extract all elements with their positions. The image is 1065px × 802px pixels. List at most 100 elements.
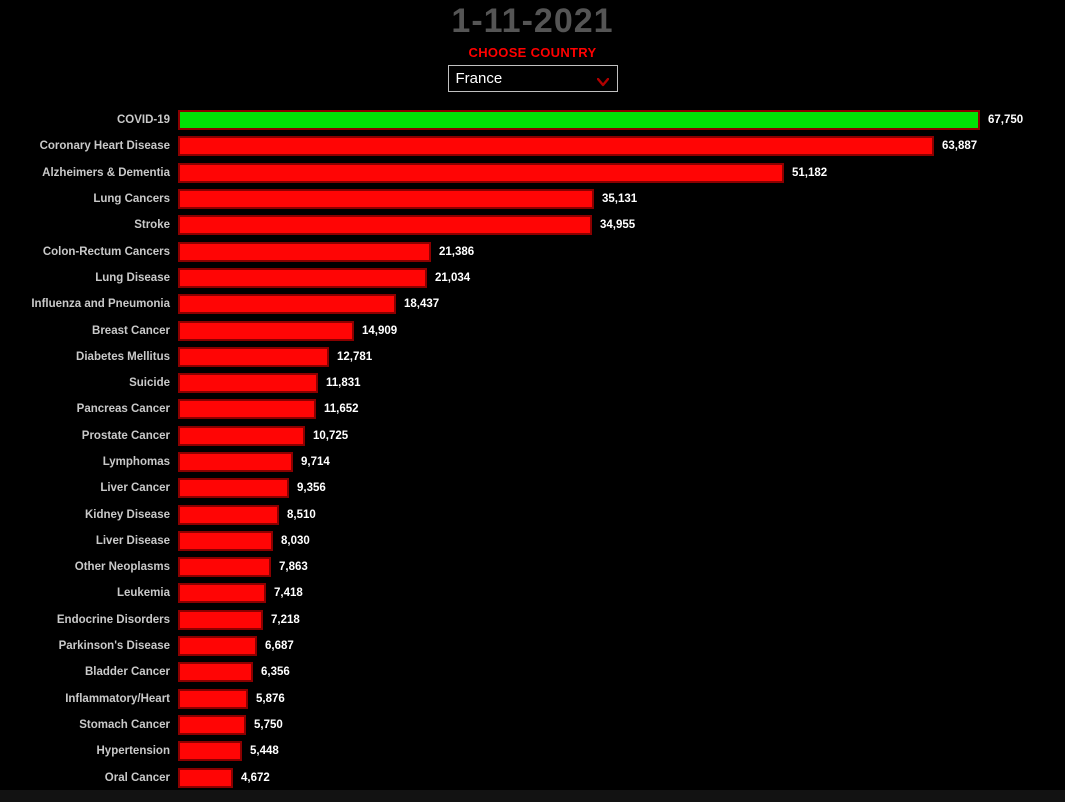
bar-label: Stroke [134, 219, 170, 232]
bar[interactable] [178, 267, 427, 288]
bar-value: 10,725 [313, 429, 349, 442]
bar-value: 6,687 [265, 640, 294, 653]
bar-label: Suicide [129, 377, 170, 390]
bar-label: Lung Cancers [93, 193, 170, 206]
bar-value: 12,781 [337, 350, 373, 363]
bar[interactable] [178, 294, 396, 315]
table-row: Pancreas Cancer 11,652 [0, 396, 1065, 422]
table-row: Suicide 11,831 [0, 370, 1065, 396]
bar-label: Colon-Rectum Cancers [42, 245, 170, 258]
table-row: Influenza and Pneumonia 18,437 [0, 291, 1065, 317]
bar-label: Prostate Cancer [81, 429, 170, 442]
bar-value: 18,437 [404, 298, 440, 311]
bar-value: 7,418 [274, 587, 303, 600]
bar[interactable] [178, 662, 253, 683]
bar-label: Influenza and Pneumonia [31, 298, 170, 311]
bar-label: Bladder Cancer [84, 666, 170, 679]
bar-value: 8,510 [287, 508, 316, 521]
bar-highlight[interactable] [178, 110, 980, 131]
bar[interactable] [178, 583, 266, 604]
bar-label: Pancreas Cancer [76, 403, 170, 416]
bar[interactable] [178, 688, 248, 709]
country-select[interactable]: France [447, 65, 618, 92]
bar-value: 5,750 [254, 718, 283, 731]
table-row: Liver Cancer 9,356 [0, 475, 1065, 501]
bar-value: 9,714 [301, 456, 330, 468]
bar-label: Liver Disease [95, 534, 170, 547]
bar[interactable] [178, 452, 293, 472]
bar-value: 5,448 [250, 745, 279, 758]
bar[interactable] [178, 425, 305, 446]
bar-value: 51,182 [792, 166, 828, 179]
bar-value: 6,356 [261, 666, 290, 679]
table-row: Coronary Heart Disease 63,887 [0, 133, 1065, 159]
country-select-wrap: France [447, 65, 618, 92]
bar-label: Kidney Disease [84, 508, 170, 521]
table-row: Lymphomas 9,714 [0, 449, 1065, 475]
bar-value: 14,909 [362, 324, 398, 337]
table-row: Diabetes Mellitus 12,781 [0, 344, 1065, 370]
table-row: Kidney Disease 8,510 [0, 501, 1065, 527]
table-row: Leukemia 7,418 [0, 580, 1065, 606]
bar[interactable] [178, 241, 431, 262]
bar-label: Other Neoplasms [74, 561, 170, 574]
bar[interactable] [178, 189, 594, 210]
bar-label: Leukemia [116, 587, 170, 600]
bar-value: 5,876 [256, 692, 285, 705]
bar[interactable] [178, 162, 784, 183]
bar[interactable] [178, 557, 271, 578]
bar-value: 7,218 [271, 613, 300, 626]
bar[interactable] [178, 478, 289, 499]
bar[interactable] [178, 609, 263, 630]
bar[interactable] [178, 741, 242, 762]
bar-label: Endocrine Disorders [56, 613, 170, 626]
table-row: Oral Cancer 4,672 [0, 764, 1065, 790]
bar-value: 67,750 [988, 114, 1024, 127]
bar[interactable] [178, 767, 233, 788]
table-row: Colon-Rectum Cancers 21,386 [0, 238, 1065, 264]
bar-chart: COVID-19 67,750 Coronary Heart Disease 63,8… [0, 107, 1065, 791]
table-row: Lung Disease 21,034 [0, 265, 1065, 291]
bar[interactable] [178, 136, 934, 157]
table-row: Inflammatory/Heart 5,876 [0, 686, 1065, 712]
bar-label: Diabetes Mellitus [76, 350, 170, 363]
table-row: Endocrine Disorders 7,218 [0, 607, 1065, 633]
bar[interactable] [178, 373, 318, 394]
bar-label: Alzheimers & Dementia [42, 166, 170, 179]
bar-value: 21,034 [435, 271, 471, 284]
table-row: Hypertension 5,448 [0, 738, 1065, 764]
bar-value: 21,386 [439, 245, 475, 258]
bar-label: Breast Cancer [92, 324, 170, 337]
bar[interactable] [178, 215, 592, 236]
bar-value: 34,955 [600, 219, 636, 232]
bar[interactable] [178, 346, 329, 367]
bar-value: 63,887 [942, 140, 978, 153]
table-row: Prostate Cancer 10,725 [0, 423, 1065, 449]
bar-label: COVID-19 [116, 114, 170, 127]
bar[interactable] [178, 530, 273, 551]
choose-country-label: CHOOSE COUNTRY [468, 45, 597, 60]
bar[interactable] [178, 636, 257, 657]
table-row: Lung Cancers 35,131 [0, 186, 1065, 212]
bar-value: 4,672 [241, 771, 270, 784]
bar-label: Oral Cancer [104, 771, 170, 784]
bar[interactable] [178, 504, 279, 525]
table-row: Liver Disease 8,030 [0, 528, 1065, 554]
bar[interactable] [178, 399, 316, 420]
page-title: 1-11-2021 [451, 2, 614, 40]
bar-label: Lung Disease [95, 271, 170, 284]
table-row: Stomach Cancer 5,750 [0, 712, 1065, 738]
bar-label: Hypertension [96, 745, 171, 758]
bar-value: 11,831 [326, 377, 361, 390]
bar-value: 9,356 [297, 482, 326, 495]
bar[interactable] [178, 714, 246, 735]
table-row: Breast Cancer 14,909 [0, 317, 1065, 343]
bar-label: Inflammatory/Heart [65, 692, 170, 705]
bar-label: Stomach Cancer [79, 718, 170, 731]
bar[interactable] [178, 320, 354, 341]
table-row: COVID-19 67,750 [0, 107, 1065, 133]
bar-label: Parkinson's Disease [58, 640, 170, 653]
bar-value: 11,652 [324, 403, 359, 416]
bar-value: 8,030 [281, 534, 310, 547]
